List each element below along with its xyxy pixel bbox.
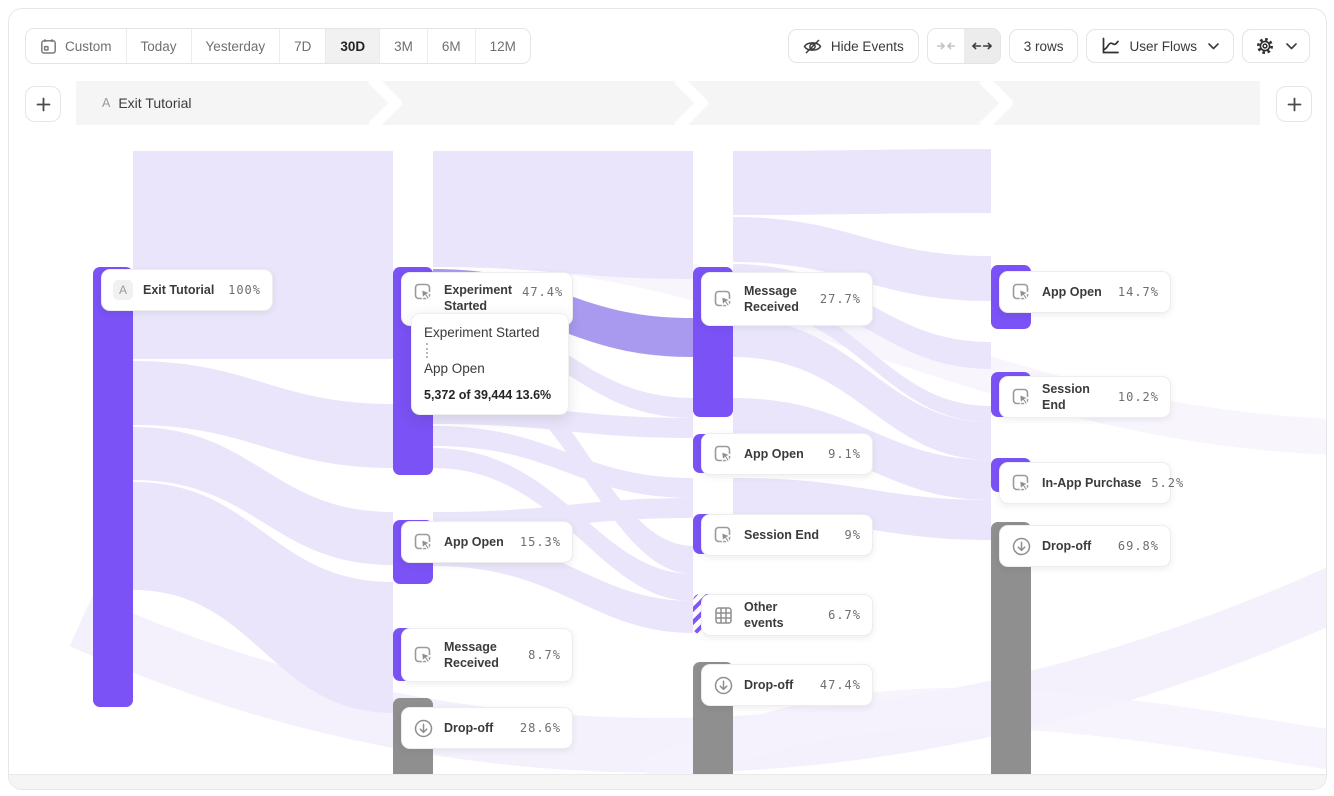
node-card-message-received[interactable]: Message Received 8.7% bbox=[401, 628, 573, 682]
tooltip-connector bbox=[426, 343, 428, 358]
event-icon bbox=[413, 645, 434, 666]
calendar-icon bbox=[40, 38, 57, 55]
node-bar-exit-tutorial[interactable] bbox=[93, 267, 133, 707]
flow-ribbon[interactable] bbox=[733, 478, 991, 540]
breadcrumb[interactable]: A Exit Tutorial bbox=[102, 81, 191, 125]
drop-off-icon bbox=[1011, 536, 1032, 557]
step-separator-chevron bbox=[368, 81, 402, 125]
step-badge: A bbox=[102, 96, 111, 110]
rows-button[interactable]: 3 rows bbox=[1008, 29, 1079, 63]
date-range-yesterday[interactable]: Yesterday bbox=[190, 29, 280, 63]
date-range-7d[interactable]: 7D bbox=[279, 29, 326, 63]
node-card-drop-off[interactable]: Drop-off 69.8% bbox=[999, 525, 1171, 567]
expand-icon bbox=[971, 40, 992, 52]
hide-events-label: Hide Events bbox=[830, 38, 904, 54]
hide-events-button[interactable]: Hide Events bbox=[787, 29, 919, 63]
node-card-session-end[interactable]: Session End 9% bbox=[701, 514, 873, 556]
expand-columns-button[interactable] bbox=[963, 29, 1000, 63]
view-type-label: User Flows bbox=[1129, 38, 1197, 54]
flow-ribbons-layer bbox=[69, 149, 1326, 775]
toolbar: Custom Today Yesterday 7D 30D 3M 6M 12M bbox=[9, 9, 1326, 67]
event-icon bbox=[413, 282, 434, 303]
tooltip-target-event: App Open bbox=[424, 361, 485, 376]
tooltip-source-event: Experiment Started bbox=[424, 325, 540, 340]
tooltip-detail: 5,372 of 39,444 13.6% bbox=[424, 388, 552, 402]
grid-icon bbox=[713, 605, 734, 626]
flow-ribbon[interactable] bbox=[733, 291, 991, 422]
chevron-down-icon bbox=[1286, 42, 1297, 50]
flow-ribbon[interactable] bbox=[133, 361, 393, 468]
drop-off-icon bbox=[413, 718, 434, 739]
step-header-row: A Exit Tutorial bbox=[9, 81, 1326, 125]
node-card-exit-tutorial[interactable]: A Exit Tutorial 100% bbox=[101, 269, 273, 311]
event-icon bbox=[1011, 473, 1032, 494]
sankey-canvas: A Exit Tutorial 100% Experiment Started … bbox=[9, 125, 1326, 789]
footer-strip bbox=[9, 774, 1326, 789]
eye-off-icon bbox=[803, 37, 822, 56]
flow-ribbon[interactable] bbox=[133, 482, 393, 713]
view-type-dropdown[interactable]: User Flows bbox=[1086, 29, 1234, 63]
date-range-custom[interactable]: Custom bbox=[26, 29, 126, 63]
node-card-session-end[interactable]: Session End 10.2% bbox=[999, 376, 1171, 418]
flow-ribbon[interactable] bbox=[433, 151, 693, 279]
chevron-down-icon bbox=[1208, 42, 1219, 50]
event-icon bbox=[1011, 387, 1032, 408]
step-separator-chevron bbox=[674, 81, 708, 125]
flow-ribbon[interactable] bbox=[433, 426, 693, 498]
step-breadcrumb-bar: A Exit Tutorial bbox=[76, 81, 1260, 125]
date-range-3m[interactable]: 3M bbox=[379, 29, 427, 63]
node-card-app-open[interactable]: App Open 14.7% bbox=[999, 271, 1171, 313]
step-label: Exit Tutorial bbox=[118, 95, 192, 111]
step-a-badge: A bbox=[113, 280, 133, 300]
flow-ribbon[interactable] bbox=[733, 149, 991, 215]
date-range-30d[interactable]: 30D bbox=[325, 29, 380, 63]
app-frame: Custom Today Yesterday 7D 30D 3M 6M 12M bbox=[8, 8, 1327, 790]
flows-chart-icon bbox=[1101, 37, 1120, 55]
date-range-label: Custom bbox=[65, 38, 112, 54]
gear-icon bbox=[1255, 36, 1275, 56]
date-range-6m[interactable]: 6M bbox=[426, 29, 475, 63]
flow-ribbon[interactable] bbox=[133, 151, 393, 359]
date-range-12m[interactable]: 12M bbox=[474, 29, 530, 63]
flow-ribbon[interactable] bbox=[133, 427, 393, 565]
node-card-drop-off[interactable]: Drop-off 47.4% bbox=[701, 664, 873, 706]
date-range-today[interactable]: Today bbox=[125, 29, 191, 63]
node-card-message-received[interactable]: Message Received 27.7% bbox=[701, 272, 873, 326]
event-icon bbox=[713, 444, 734, 465]
add-step-left-button[interactable] bbox=[25, 86, 61, 122]
event-icon bbox=[713, 525, 734, 546]
node-card-other-events[interactable]: Other events 6.7% bbox=[701, 594, 873, 636]
settings-dropdown[interactable] bbox=[1242, 29, 1310, 63]
date-range-toolbar: Custom Today Yesterday 7D 30D 3M 6M 12M bbox=[25, 28, 531, 64]
node-card-app-open[interactable]: App Open 15.3% bbox=[401, 521, 573, 563]
date-range-group: Custom Today Yesterday 7D 30D 3M 6M 12M bbox=[25, 28, 531, 64]
decorative-swoosh bbox=[640, 687, 1326, 775]
add-step-right-button[interactable] bbox=[1276, 86, 1312, 122]
flow-ribbon[interactable] bbox=[733, 318, 991, 460]
collapse-columns-button[interactable] bbox=[927, 29, 964, 63]
node-card-drop-off[interactable]: Drop-off 28.6% bbox=[401, 707, 573, 749]
flow-link-tooltip: Experiment Started App Open 5,372 of 39,… bbox=[411, 313, 569, 415]
flow-ribbon[interactable] bbox=[433, 448, 693, 601]
step-separator-chevron bbox=[979, 81, 1013, 125]
spacing-toggle bbox=[926, 28, 1001, 64]
event-icon bbox=[413, 532, 434, 553]
event-icon bbox=[1011, 282, 1032, 303]
drop-off-icon bbox=[713, 675, 734, 696]
view-controls: Hide Events bbox=[787, 28, 1310, 64]
plus-icon bbox=[36, 97, 50, 111]
node-card-app-open[interactable]: App Open 9.1% bbox=[701, 433, 873, 475]
rows-label: 3 rows bbox=[1023, 38, 1064, 54]
plus-icon bbox=[1287, 97, 1301, 111]
flow-ribbon[interactable] bbox=[733, 217, 991, 301]
collapse-icon bbox=[936, 40, 955, 52]
node-card-in-app-purchase[interactable]: In-App Purchase 5.2% bbox=[999, 462, 1183, 504]
event-icon bbox=[713, 289, 734, 310]
